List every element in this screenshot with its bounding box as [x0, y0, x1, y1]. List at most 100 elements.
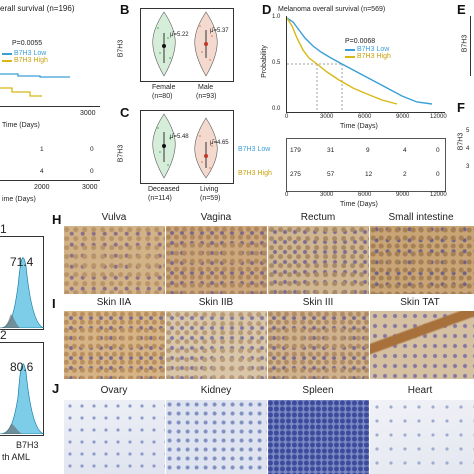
panel-b-mu-male: μ̂=5.37 — [210, 28, 229, 34]
panel-b-ylabel: B7H3 — [117, 39, 125, 58]
tissue-label-skin-iib: Skin IIB — [198, 297, 234, 308]
mean-male — [204, 42, 208, 46]
panel-a-risk-xlabel: ime (Days) — [2, 196, 36, 203]
panel-h-label: H — [52, 212, 62, 227]
panel-d-risk-xlabel: Time (Days) — [340, 201, 378, 208]
panel-d-xtick-4: 12000 — [430, 114, 447, 120]
panel-a-risk-low-1: 1 — [40, 146, 44, 153]
panel-d-risk-xtick-0: 0 — [285, 192, 289, 198]
ihc-tile-kidney — [166, 400, 267, 474]
flow-top-label: 1 — [0, 222, 7, 236]
tissue-label-skin-tat: Skin TAT — [400, 297, 440, 308]
legend-high-label: B7H3 High — [357, 53, 391, 60]
flow-top-box — [0, 236, 44, 330]
mean-living — [204, 154, 208, 158]
ihc-tile-vulva — [64, 226, 165, 294]
panel-c-label: C — [120, 105, 130, 120]
tissue-label-skin-iii: Skin III — [302, 297, 334, 308]
flow-top-value: 71.4 — [10, 255, 34, 269]
ihc-tile-heart — [370, 400, 474, 474]
panel-b-label: B — [120, 2, 130, 17]
panel-d-title: Melanoma overall survival (n=569) — [278, 6, 386, 13]
panel-d-risk-low-3: 4 — [403, 147, 407, 154]
panel-d-risk-high-1: 57 — [327, 171, 335, 178]
panel-f-ylabel: B7H3 — [457, 132, 465, 151]
ihc-tile-vagina — [166, 226, 267, 294]
panel-d-risk-high-4: 0 — [436, 171, 440, 178]
panel-f-label: F — [457, 100, 465, 115]
panel-d-curves — [287, 17, 433, 112]
panel-a-title: erall survival (n=196) — [0, 4, 75, 13]
panel-b-n1: (n=80) — [152, 93, 173, 100]
panel-i-label: I — [52, 296, 56, 311]
flow-bottom-histogram — [0, 363, 44, 434]
panel-d-xtick-0: 0 — [285, 114, 289, 120]
panel-d-legend: B7H3 Low B7H3 High — [345, 46, 391, 60]
flow-top-histogram — [0, 257, 44, 328]
legend-low-swatch — [345, 48, 355, 51]
panel-a-xlabel: Time (Days) — [2, 122, 40, 129]
panel-d-ylabel: Probability — [260, 45, 268, 78]
tissue-label-heart: Heart — [407, 385, 433, 396]
panel-e-axis — [470, 16, 471, 76]
panel-c-mu-deceased: μ̂=5.48 — [170, 134, 189, 140]
panel-d-risk-high-3: 2 — [403, 171, 407, 178]
panel-c-mu-living: μ̂=4.65 — [210, 140, 229, 146]
tissue-label-vulva: Vulva — [101, 212, 127, 223]
legend-high-label: B7H3 High — [14, 57, 48, 64]
panel-d-xtick-3: 9000 — [396, 114, 410, 120]
tissue-label-spleen: Spleen — [302, 385, 334, 396]
panel-c-violins — [152, 113, 218, 179]
ihc-tile-ovary — [64, 400, 165, 474]
panel-d-risk-low-4: 0 — [436, 147, 440, 154]
flow-bottom-value: 80.6 — [10, 360, 34, 374]
mean-female — [162, 44, 166, 48]
panel-c-cat2: Living — [200, 186, 219, 193]
km-curve-high — [287, 17, 398, 105]
km-curve-low — [287, 17, 433, 105]
ihc-tile-skin-iii — [268, 311, 369, 379]
tissue-label-ovary: Ovary — [100, 385, 128, 396]
panel-e-label: E — [457, 2, 466, 17]
panel-a-xtick: 3000 — [80, 110, 96, 117]
panel-a-risk-high-1: 4 — [40, 168, 44, 175]
panel-b-violins — [152, 11, 218, 77]
ihc-tile-spleen — [268, 400, 369, 474]
panel-d-risk-high-2: 12 — [365, 171, 373, 178]
legend-low-label: B7H3 Low — [14, 50, 47, 57]
panel-d-pvalue: P=0.0068 — [345, 38, 376, 45]
panel-d-risk-row-low-label: B7H3 Low — [238, 146, 271, 153]
panel-d-risk-xtick-4: 12000 — [430, 192, 447, 198]
panel-d-risk-low-0: 179 — [290, 147, 301, 154]
panel-c-cat1: Deceased — [148, 186, 180, 193]
tissue-label-rectum: Rectum — [300, 212, 336, 223]
panel-a-curves — [0, 73, 70, 97]
mean-deceased — [162, 144, 166, 148]
tissue-label-vagina: Vagina — [200, 212, 232, 223]
panel-b-cat2: Male — [198, 84, 214, 91]
panel-b-axes — [140, 8, 234, 82]
flow-sublabel: th AML — [2, 452, 31, 462]
legend-low-swatch — [2, 52, 12, 55]
panel-d-xtick-1: 3000 — [320, 114, 334, 120]
panel-c-ylabel: B7H3 — [117, 144, 125, 163]
panel-d-xtick-2: 6000 — [358, 114, 372, 120]
panel-d-label: D — [262, 2, 272, 17]
panel-d-risk-xtick-1: 3000 — [320, 192, 334, 198]
panel-d-axes — [286, 16, 445, 113]
panel-a-pvalue: P=0.0055 — [12, 40, 43, 47]
panel-d-risk-low-1: 31 — [327, 147, 335, 154]
panel-d-risk-box — [286, 138, 446, 192]
flow-bottom-box — [0, 342, 44, 436]
panel-a-risk-xtick-1: 2000 — [34, 184, 50, 191]
panel-e-ylabel: B7H3 — [461, 34, 469, 53]
panel-d-risk-xtick-2: 6000 — [358, 192, 372, 198]
panel-a-risk-box — [0, 138, 100, 181]
panel-d-risk-xtick-3: 9000 — [396, 192, 410, 198]
panel-a-legend: B7H3 Low B7H3 High — [2, 50, 48, 64]
ihc-tile-small-intestine — [370, 226, 474, 294]
panel-a-axes — [0, 16, 100, 107]
legend-high-swatch — [345, 55, 355, 58]
legend-high-swatch — [2, 59, 12, 62]
ihc-tile-rectum — [268, 226, 369, 294]
